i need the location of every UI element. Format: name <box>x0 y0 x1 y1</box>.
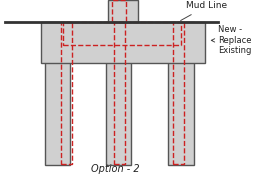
Bar <box>168 22 193 165</box>
Bar <box>61 22 72 164</box>
Text: Mud Line: Mud Line <box>181 2 227 20</box>
Bar <box>44 22 70 165</box>
Bar <box>112 0 126 22</box>
Bar <box>41 22 205 63</box>
Bar <box>173 22 184 164</box>
Bar <box>106 22 131 165</box>
Text: New -
Replace
Existing: New - Replace Existing <box>211 26 252 55</box>
Text: Option - 2: Option - 2 <box>92 164 140 174</box>
Bar <box>63 22 181 45</box>
Bar <box>108 0 138 22</box>
Bar <box>114 22 125 164</box>
